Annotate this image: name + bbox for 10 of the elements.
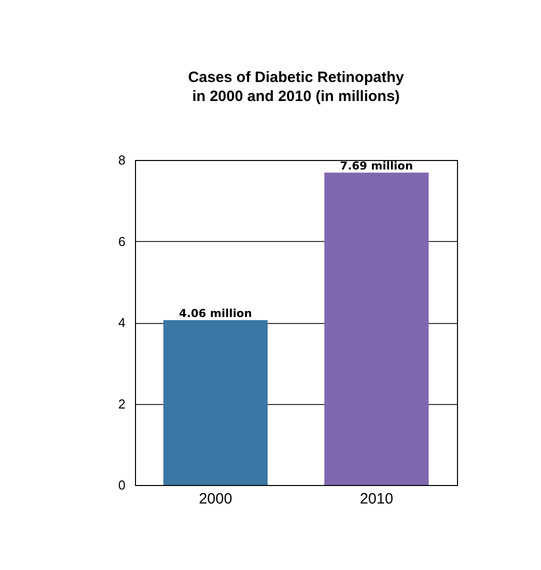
- y-tick-label: 4: [118, 315, 126, 330]
- y-tick-label: 2: [118, 396, 126, 412]
- y-tick-label: 8: [118, 152, 126, 168]
- y-tick-label: 6: [118, 234, 126, 249]
- x-tick-label: 2000: [198, 490, 232, 508]
- data-label: 7.69 million: [340, 160, 413, 173]
- y-tick-label: 0: [118, 478, 126, 492]
- chart-title: Cases of Diabetic Retinopathy in 2000 and 2010 (in millions): [188, 69, 405, 105]
- x-tick-label: 2010: [360, 490, 394, 508]
- data-label: 4.06 million: [179, 307, 252, 320]
